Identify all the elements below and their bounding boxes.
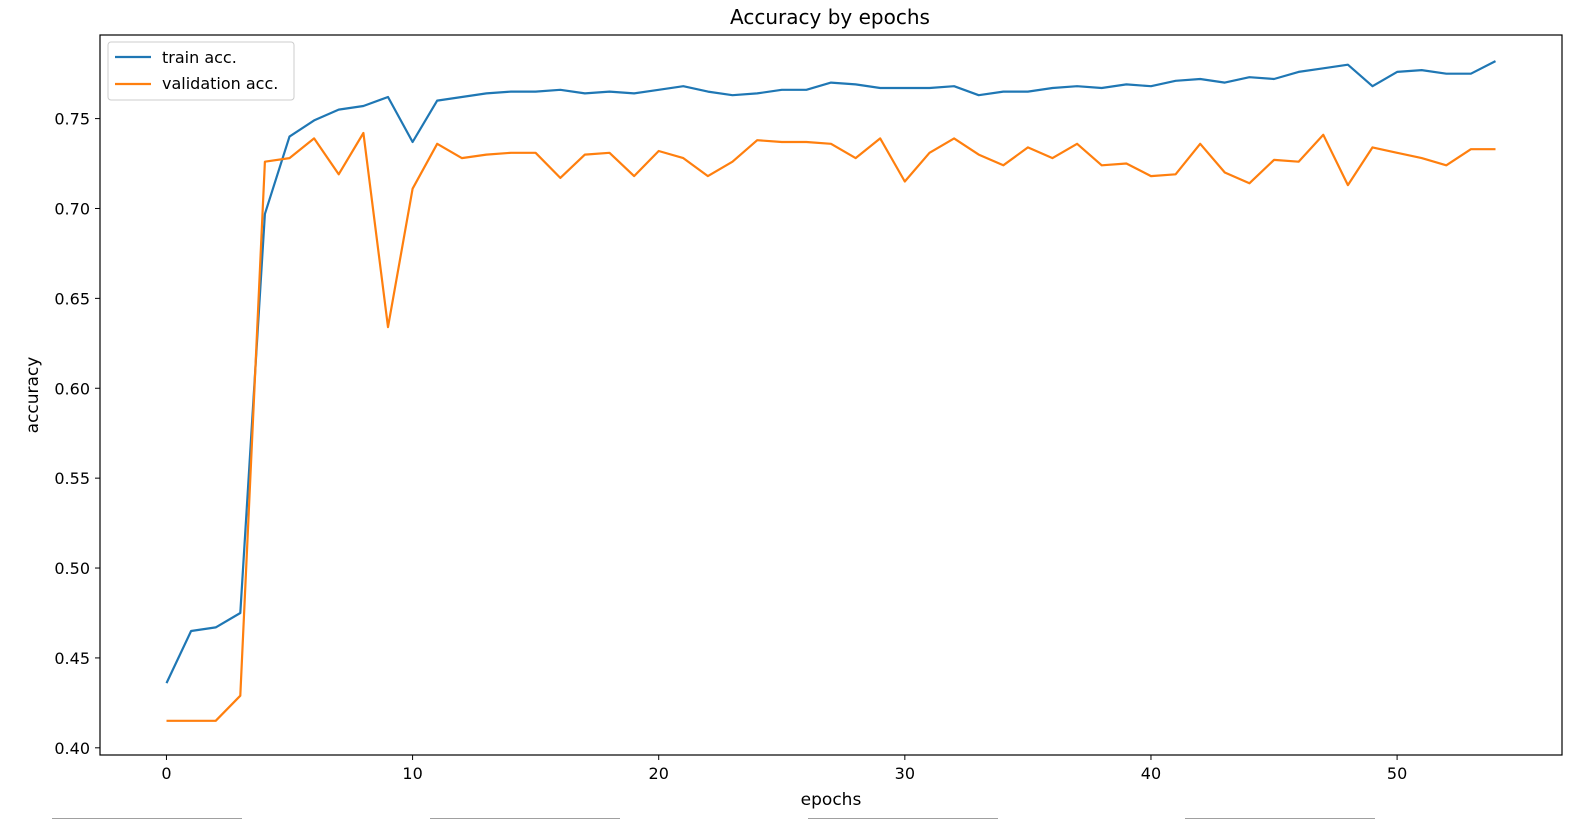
x-tick-label: 0 <box>161 764 171 783</box>
divider <box>430 818 620 819</box>
x-tick-label: 10 <box>402 764 422 783</box>
legend-label-train: train acc. <box>162 48 237 67</box>
x-tick-label: 50 <box>1387 764 1407 783</box>
legend-box <box>107 41 295 101</box>
y-tick-label: 0.50 <box>54 559 90 578</box>
divider <box>1185 818 1375 819</box>
divider <box>808 818 998 819</box>
y-axis-label: accuracy <box>23 357 43 434</box>
x-tick-label: 30 <box>895 764 915 783</box>
series-line-validation-acc <box>166 131 1496 722</box>
x-tick-label: 40 <box>1141 764 1161 783</box>
x-axis-label: epochs <box>801 790 862 810</box>
y-tick-label: 0.45 <box>54 649 90 668</box>
x-axis: 0 10 20 30 40 50 <box>161 755 1407 783</box>
legend: train acc. validation acc. <box>107 41 295 101</box>
y-tick-label: 0.70 <box>54 199 90 218</box>
legend-label-validation: validation acc. <box>162 74 278 93</box>
y-tick-label: 0.65 <box>54 289 90 308</box>
y-tick-label: 0.60 <box>54 379 90 398</box>
series-line-train-acc <box>165 60 1497 684</box>
x-tick-label: 20 <box>649 764 669 783</box>
y-tick-label: 0.40 <box>54 739 90 758</box>
y-tick-label: 0.55 <box>54 469 90 488</box>
series-layer <box>165 60 1497 722</box>
plot-frame <box>99 34 1563 756</box>
chart-title: Accuracy by epochs <box>730 5 930 29</box>
y-axis: 0.40 0.45 0.50 0.55 0.60 0.65 0.70 0.75 <box>54 110 100 758</box>
y-tick-label: 0.75 <box>54 110 90 129</box>
divider <box>52 818 242 819</box>
